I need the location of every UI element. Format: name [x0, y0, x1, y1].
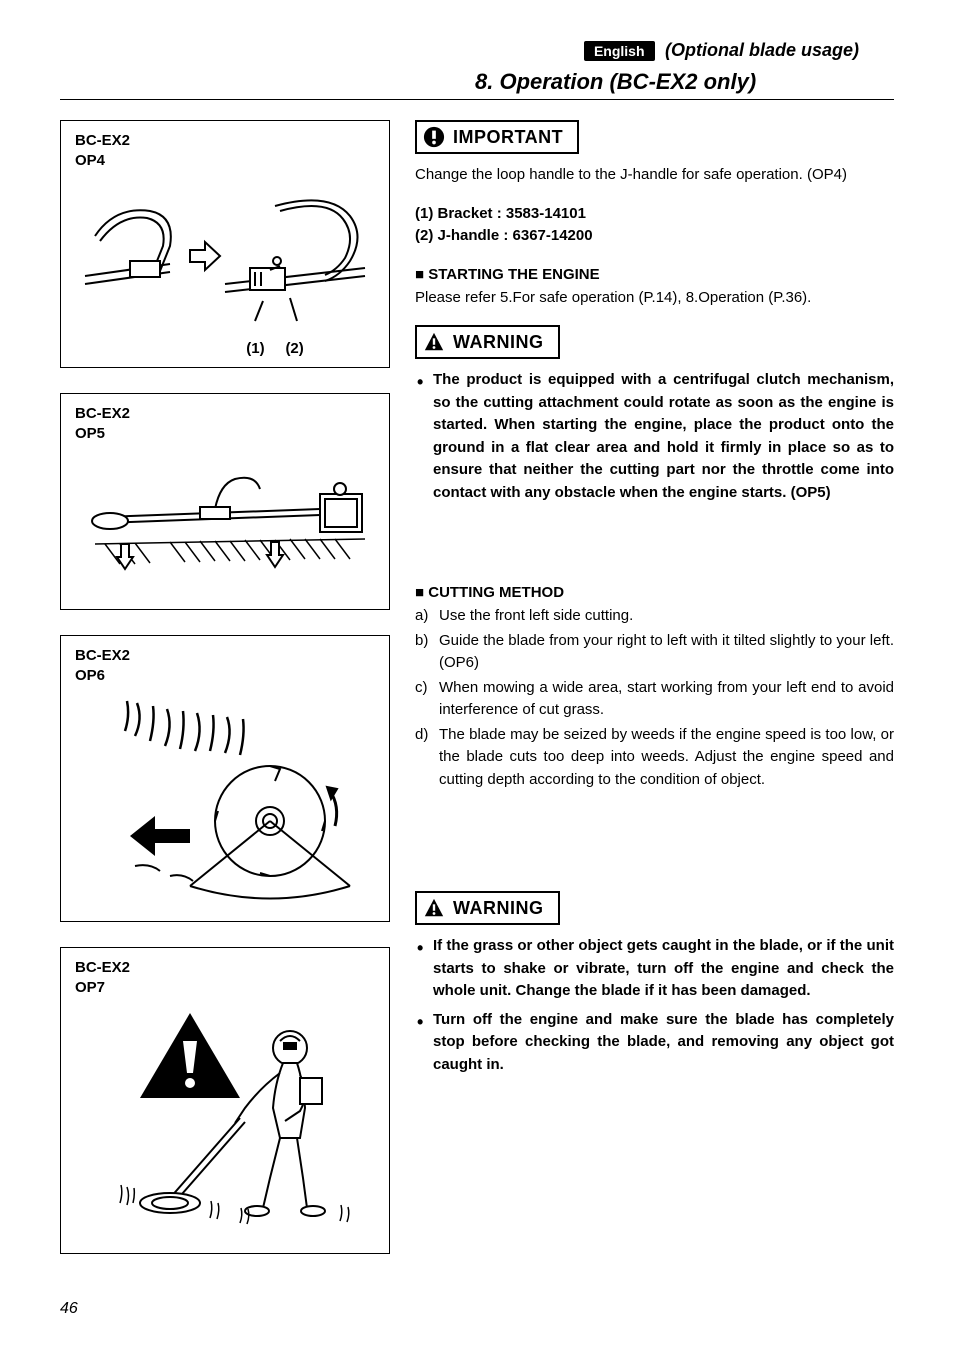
important-callout: IMPORTANT — [415, 120, 579, 154]
warning-1-list: The product is equipped with a centrifug… — [415, 369, 894, 504]
warning-icon — [423, 897, 445, 919]
warning-1-item: The product is equipped with a centrifug… — [415, 369, 894, 504]
warning-callout-1: WARNING — [415, 325, 560, 359]
figure-op5: BC-EX2 OP5 — [60, 393, 390, 610]
parts-list: (1) Bracket : 3583-14101 (2) J-handle : … — [415, 203, 894, 248]
header-divider — [60, 99, 894, 100]
handle-change-text: Change the loop handle to the J-handle f… — [415, 164, 894, 187]
cutting-item-c: c)When mowing a wide area, start working… — [415, 677, 894, 722]
figure-op6: BC-EX2 OP6 — [60, 635, 390, 922]
figure-op4-refs: (1) (2) — [75, 340, 375, 357]
figure-op7: BC-EX2 OP7 — [60, 947, 390, 1254]
figure-op7-label: BC-EX2 OP7 — [75, 958, 375, 997]
cutting-item-a: a)Use the front left side cutting. — [415, 605, 894, 628]
warning-callout-2: WARNING — [415, 891, 560, 925]
figure-op6-label: BC-EX2 OP6 — [75, 646, 375, 685]
important-label: IMPORTANT — [453, 127, 563, 148]
warning-2-item-1: If the grass or other object gets caught… — [415, 935, 894, 1003]
starting-body: Please refer 5.For safe operation (P.14)… — [415, 287, 894, 310]
figures-column: BC-EX2 OP4 — [60, 120, 390, 1279]
figure-op5-label: BC-EX2 OP5 — [75, 404, 375, 443]
warning-2-list: If the grass or other object gets caught… — [415, 935, 894, 1076]
cutting-item-d: d)The blade may be seized by weeds if th… — [415, 724, 894, 792]
cutting-heading: CUTTING METHOD — [415, 584, 894, 601]
warning-label-2: WARNING — [453, 898, 544, 919]
cutting-method-list: a)Use the front left side cutting. b)Gui… — [415, 605, 894, 791]
figure-op4: BC-EX2 OP4 — [60, 120, 390, 368]
cutting-item-b: b)Guide the blade from your right to lef… — [415, 630, 894, 675]
warning-label-1: WARNING — [453, 332, 544, 353]
figure-op4-label: BC-EX2 OP4 — [75, 131, 375, 170]
part-bracket: (1) Bracket : 3583-14101 — [415, 203, 894, 226]
header-subtitle: (Optional blade usage) — [665, 40, 859, 60]
warning-2-item-2: Turn off the engine and make sure the bl… — [415, 1009, 894, 1077]
language-badge: English — [584, 41, 655, 61]
figure-op7-illustration — [75, 1003, 375, 1243]
figure-op5-illustration — [75, 449, 375, 599]
page-title: 8. Operation (BC-EX2 only) — [60, 69, 894, 95]
part-jhandle: (2) J-handle : 6367-14200 — [415, 225, 894, 248]
important-icon — [423, 126, 445, 148]
warning-icon — [423, 331, 445, 353]
starting-heading: STARTING THE ENGINE — [415, 266, 894, 283]
figure-op6-illustration — [75, 691, 375, 911]
page-header: English (Optional blade usage) — [60, 40, 894, 61]
page-number: 46 — [60, 1300, 78, 1318]
figure-op4-illustration — [75, 176, 375, 336]
content-grid: BC-EX2 OP4 — [60, 120, 894, 1279]
text-column: IMPORTANT Change the loop handle to the … — [415, 120, 894, 1279]
